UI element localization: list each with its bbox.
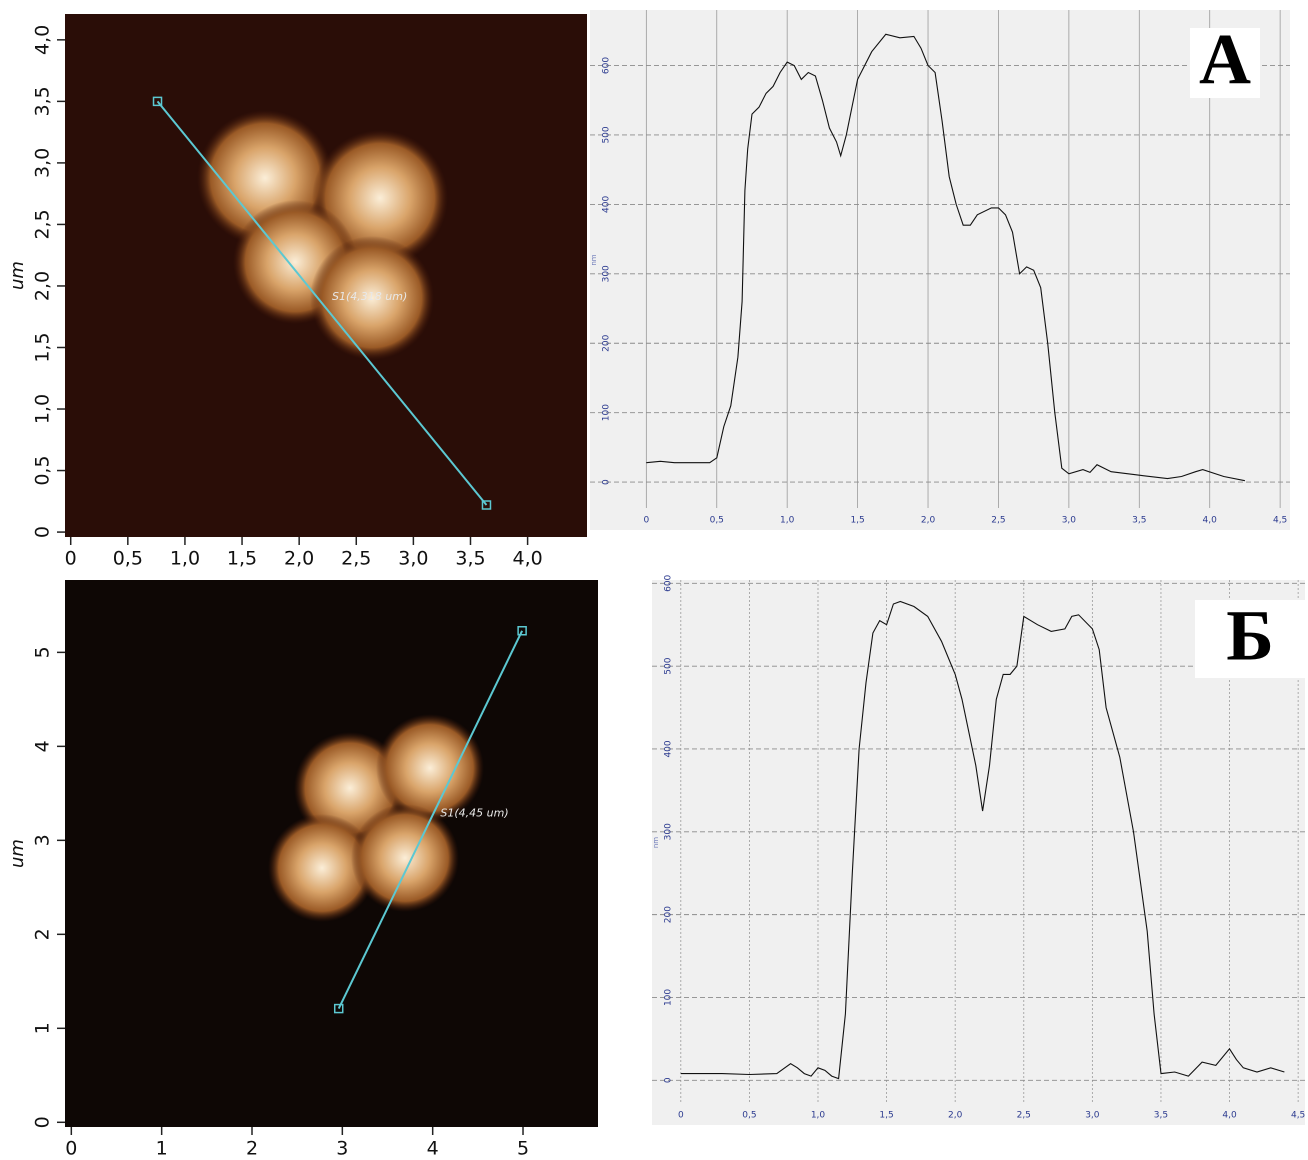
profile-line xyxy=(646,33,1246,482)
y-tick-label: 500 xyxy=(602,126,612,143)
profile-line xyxy=(680,600,1285,1080)
segment-endpoint xyxy=(481,500,492,510)
x-tick-label: 4,5 xyxy=(1273,516,1287,526)
y-axis-label: nm xyxy=(652,837,660,848)
y-tick-label: 3,0 xyxy=(31,148,53,178)
segment-endpoint xyxy=(517,626,527,636)
x-tick-label: 0 xyxy=(643,516,649,526)
particle xyxy=(310,236,434,360)
x-tick-label: 2,0 xyxy=(948,1111,963,1121)
y-tick-label: 500 xyxy=(664,657,674,674)
x-tick-label: 0,5 xyxy=(710,516,724,526)
y-tick-label: 300 xyxy=(602,265,612,282)
y-axis-label: nm xyxy=(590,254,598,265)
x-tick-label: 1,0 xyxy=(780,516,795,526)
x-tick-label: 1,5 xyxy=(850,516,864,526)
panel-label-box xyxy=(1190,28,1260,98)
y-tick-label: 200 xyxy=(664,906,674,923)
x-tick-label: 4,0 xyxy=(1203,516,1218,526)
y-axis-label: um xyxy=(7,261,28,290)
x-tick-label: 0 xyxy=(65,548,77,570)
afm-particles xyxy=(268,714,484,922)
x-tick-label: 3,0 xyxy=(1062,516,1077,526)
segment-annotation: S1(4,318 um) xyxy=(332,290,407,303)
y-tick-label: 200 xyxy=(602,334,612,351)
y-tick-label: 2,5 xyxy=(32,209,54,239)
x-tick-label: 2 xyxy=(246,1138,258,1160)
x-tick-label: 1,5 xyxy=(227,548,257,570)
x-tick-label: 2,0 xyxy=(921,516,936,526)
x-tick-label: 0,5 xyxy=(113,548,143,570)
y-tick-label: 0,5 xyxy=(32,455,54,485)
x-tick-label: 5 xyxy=(517,1138,529,1160)
particle xyxy=(351,804,459,912)
x-tick-label: 1,0 xyxy=(170,548,200,570)
panel-label: А xyxy=(1199,20,1251,100)
x-tick-label: 3,5 xyxy=(1154,1111,1168,1121)
x-tick-label: 3,0 xyxy=(1085,1111,1100,1121)
y-tick-label: 1,0 xyxy=(32,394,54,424)
y-tick-label: 0 xyxy=(664,1077,674,1083)
y-tick-label: 0 xyxy=(32,526,54,538)
x-tick-label: 4,0 xyxy=(1222,1111,1237,1121)
segment-endpoint xyxy=(333,1003,344,1014)
x-tick-label: 1,0 xyxy=(811,1111,826,1121)
particle xyxy=(376,714,484,822)
y-tick-label: 1 xyxy=(32,1022,54,1034)
x-tick-label: 3,5 xyxy=(455,548,485,570)
y-tick-label: 0 xyxy=(32,1116,54,1128)
y-tick-label: 2,0 xyxy=(32,271,54,301)
profile-background xyxy=(590,10,1290,530)
y-tick-label: 2 xyxy=(32,928,54,940)
y-tick-label: 3,5 xyxy=(32,86,54,116)
x-tick-label: 4 xyxy=(427,1138,439,1160)
segment-annotation: S1(4,45 um) xyxy=(440,807,508,820)
x-tick-label: 2,5 xyxy=(341,548,371,570)
x-tick-label: 3,0 xyxy=(398,548,428,570)
x-tick-label: 2,5 xyxy=(991,516,1005,526)
y-tick-label: 5 xyxy=(32,646,54,658)
x-tick-label: 0,5 xyxy=(742,1111,756,1121)
x-tick-label: 0 xyxy=(65,1138,77,1160)
y-tick-label: 600 xyxy=(664,574,674,591)
x-tick-label: 2,5 xyxy=(1017,1111,1031,1121)
segment-endpoint xyxy=(152,96,163,107)
y-tick-label: 3 xyxy=(32,834,54,846)
y-tick-label: 400 xyxy=(602,196,612,213)
y-tick-label: 4 xyxy=(32,740,54,752)
x-tick-label: 3,5 xyxy=(1132,516,1146,526)
y-axis-label: um xyxy=(7,839,28,868)
x-tick-label: 1 xyxy=(156,1138,168,1160)
y-tick-label: 1,5 xyxy=(32,332,54,362)
y-tick-label: 100 xyxy=(602,404,612,421)
panel-label: Б xyxy=(1226,596,1274,676)
x-tick-label: 4,5 xyxy=(1291,1111,1305,1121)
profile-segment xyxy=(156,100,488,506)
profile-segment xyxy=(337,630,524,1010)
y-tick-label: 600 xyxy=(602,57,612,74)
x-tick-label: 4,0 xyxy=(512,548,542,570)
y-tick-label: 4,0 xyxy=(32,25,54,55)
afm-particles xyxy=(197,110,448,360)
x-tick-label: 3 xyxy=(336,1138,348,1160)
y-tick-label: 300 xyxy=(664,823,674,840)
y-tick-label: 400 xyxy=(664,740,674,757)
x-tick-label: 1,5 xyxy=(879,1111,893,1121)
x-tick-label: 0 xyxy=(678,1111,684,1121)
y-tick-label: 100 xyxy=(664,989,674,1006)
particle xyxy=(268,814,376,922)
panel-label-box xyxy=(1195,600,1305,678)
x-tick-label: 2,0 xyxy=(284,548,314,570)
y-tick-label: 0 xyxy=(602,479,612,485)
